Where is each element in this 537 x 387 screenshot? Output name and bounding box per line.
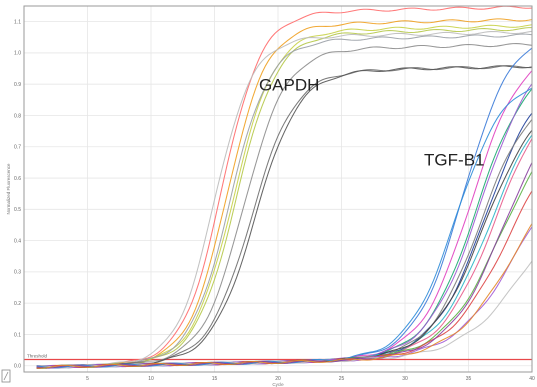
axis-corner-icon [1, 369, 11, 383]
x-tick-label: 40 [529, 376, 535, 382]
x-axis-label: Cycle [272, 382, 284, 387]
curve-tgf-b1-15 [36, 162, 533, 369]
y-tick-labels: 0.0 0.1 0.2 0.3 0.4 0.5 0.6 0.7 0.8 0.9 1.0 1.1 [14, 19, 21, 369]
x-tick-label: 35 [466, 376, 472, 382]
y-tick-label: 0.7 [14, 145, 21, 151]
y-axis-label: Normalized Fluorescence [6, 163, 11, 215]
y-tick-label: 0.2 [14, 301, 21, 307]
y-tick-label: 1.0 [14, 51, 21, 57]
y-tick-label: 0.1 [14, 332, 21, 338]
x-tick-label: 10 [148, 376, 154, 382]
curve-tgf-b1-13 [36, 260, 533, 369]
x-tick-label: 30 [402, 376, 408, 382]
plot-frame [23, 5, 533, 373]
annotation-gapdh: GAPDH [259, 75, 319, 94]
y-tick-label: 0.4 [14, 238, 21, 244]
y-tick-label: 0.8 [14, 113, 21, 119]
y-tick-label: 0.0 [14, 364, 21, 370]
y-tick-label: 0.9 [14, 82, 21, 88]
curve-gapdh-3 [36, 24, 533, 369]
curve-gapdh-9 [36, 30, 533, 369]
x-tick-label: 20 [275, 376, 281, 382]
corner-slash [3, 371, 9, 381]
x-tick-label: 15 [212, 376, 218, 382]
curve-tgf-b1-12 [36, 226, 533, 369]
y-tick-label: 0.5 [14, 207, 21, 213]
y-tick-label: 1.1 [14, 19, 21, 25]
y-tick-label: 0.6 [14, 176, 21, 182]
corner-box [1, 369, 11, 383]
threshold-label: Threshold [27, 353, 48, 358]
annotation-tgf-b1: TGF-B1 [424, 151, 484, 170]
x-tick-label: 25 [339, 376, 345, 382]
curve-tgf-b1-16 [36, 223, 533, 369]
curves [36, 5, 533, 369]
plot-border [23, 5, 533, 373]
y-tick-label: 0.3 [14, 270, 21, 276]
x-tick-labels: 5 10 15 20 25 30 35 40 [86, 376, 535, 382]
grid [24, 6, 533, 372]
x-tick-label: 5 [86, 376, 89, 382]
